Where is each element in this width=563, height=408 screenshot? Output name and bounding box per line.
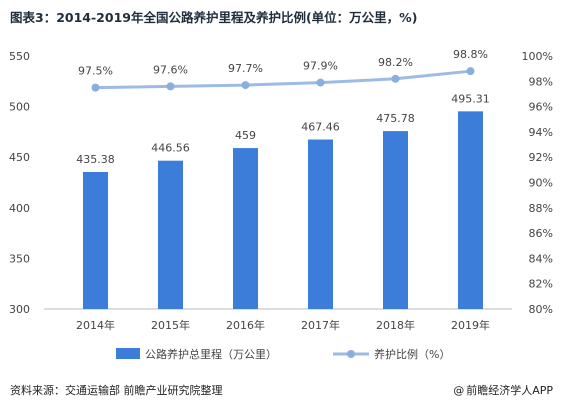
legend-line-label: 养护比例（%） (374, 347, 450, 361)
ratio-point (391, 74, 400, 83)
right-axis-tick-label: 100% (522, 50, 553, 63)
category-label: 2014年 (76, 318, 115, 332)
brand-name: 前瞻经济学人APP (466, 384, 553, 397)
bar-value-labels: 435.38 446.56 459 467.46 475.78 495.31 (76, 92, 490, 166)
category-label: 2018年 (376, 318, 415, 332)
chart-title: 图表3：2014-2019年全国公路养护里程及养护比例(单位：万公里，%) (10, 10, 418, 25)
legend-line-marker (347, 350, 355, 358)
ratio-value-labels: 97.5% 97.6% 97.7% 97.9% 98.2% 98.8% (78, 48, 488, 77)
right-axis-tick-label: 80% (529, 303, 553, 316)
brand-credit: @ 前瞻经济学人APP (453, 382, 553, 398)
brand-logo-icon: @ (453, 384, 465, 397)
bar (158, 160, 183, 309)
bar (308, 139, 333, 309)
ratio-value-label: 97.6% (153, 63, 188, 76)
legend-bar-swatch (116, 348, 140, 359)
source-note: 资料来源：交通运输部 前瞻产业研究院整理 (10, 384, 223, 397)
bar (233, 148, 258, 309)
bar-value-label: 495.31 (451, 92, 490, 105)
ratio-point (166, 82, 175, 91)
right-axis-tick-label: 92% (529, 151, 553, 164)
left-axis-tick-label: 400 (9, 202, 30, 215)
right-axis-ticks: 80% 82% 84% 86% 88% 90% 92% 94% 96% 98% 100% (522, 50, 553, 316)
bar (458, 111, 483, 309)
left-axis-tick-label: 300 (9, 303, 30, 316)
legend-bar-label: 公路养护总里程（万公里） (145, 347, 277, 361)
left-axis-tick-label: 500 (9, 101, 30, 114)
bar-value-label: 459 (235, 129, 256, 142)
ratio-value-label: 98.8% (453, 48, 488, 61)
right-axis-tick-label: 88% (529, 202, 553, 215)
category-label: 2017年 (301, 318, 340, 332)
bar-value-label: 467.46 (301, 121, 340, 134)
left-axis-tick-label: 550 (9, 50, 30, 63)
ratio-point (316, 78, 325, 87)
bar (383, 131, 408, 309)
category-label: 2019年 (451, 318, 490, 332)
ratio-point (466, 67, 475, 76)
bar-value-label: 475.78 (376, 112, 415, 125)
ratio-value-label: 97.7% (228, 62, 263, 75)
legend: 公路养护总里程（万公里） 养护比例（%） (116, 347, 450, 361)
category-label: 2015年 (151, 318, 190, 332)
bar-value-label: 435.38 (76, 153, 115, 166)
left-axis-tick-label: 450 (9, 151, 30, 164)
right-axis-tick-label: 98% (529, 75, 553, 88)
left-axis-tick-label: 350 (9, 252, 30, 265)
left-axis-ticks: 300 350 400 450 500 550 (9, 50, 30, 316)
ratio-point (91, 83, 100, 92)
bar (83, 171, 108, 309)
ratio-point (241, 81, 250, 90)
right-axis-tick-label: 90% (529, 177, 553, 190)
ratio-line (95, 69, 471, 90)
bar-value-label: 446.56 (151, 142, 190, 155)
category-label: 2016年 (226, 318, 265, 332)
ratio-value-label: 98.2% (378, 56, 413, 69)
right-axis-tick-label: 86% (529, 227, 553, 240)
right-axis-tick-label: 84% (529, 252, 553, 265)
bars (83, 111, 483, 309)
ratio-value-label: 97.9% (303, 60, 338, 73)
right-axis-tick-label: 82% (529, 278, 553, 291)
right-axis-tick-label: 96% (529, 101, 553, 114)
ratio-line-series (91, 67, 475, 92)
category-labels: 2014年 2015年 2016年 2017年 2018年 2019年 (76, 318, 490, 332)
right-axis-tick-label: 94% (529, 126, 553, 139)
ratio-value-label: 97.5% (78, 65, 113, 78)
